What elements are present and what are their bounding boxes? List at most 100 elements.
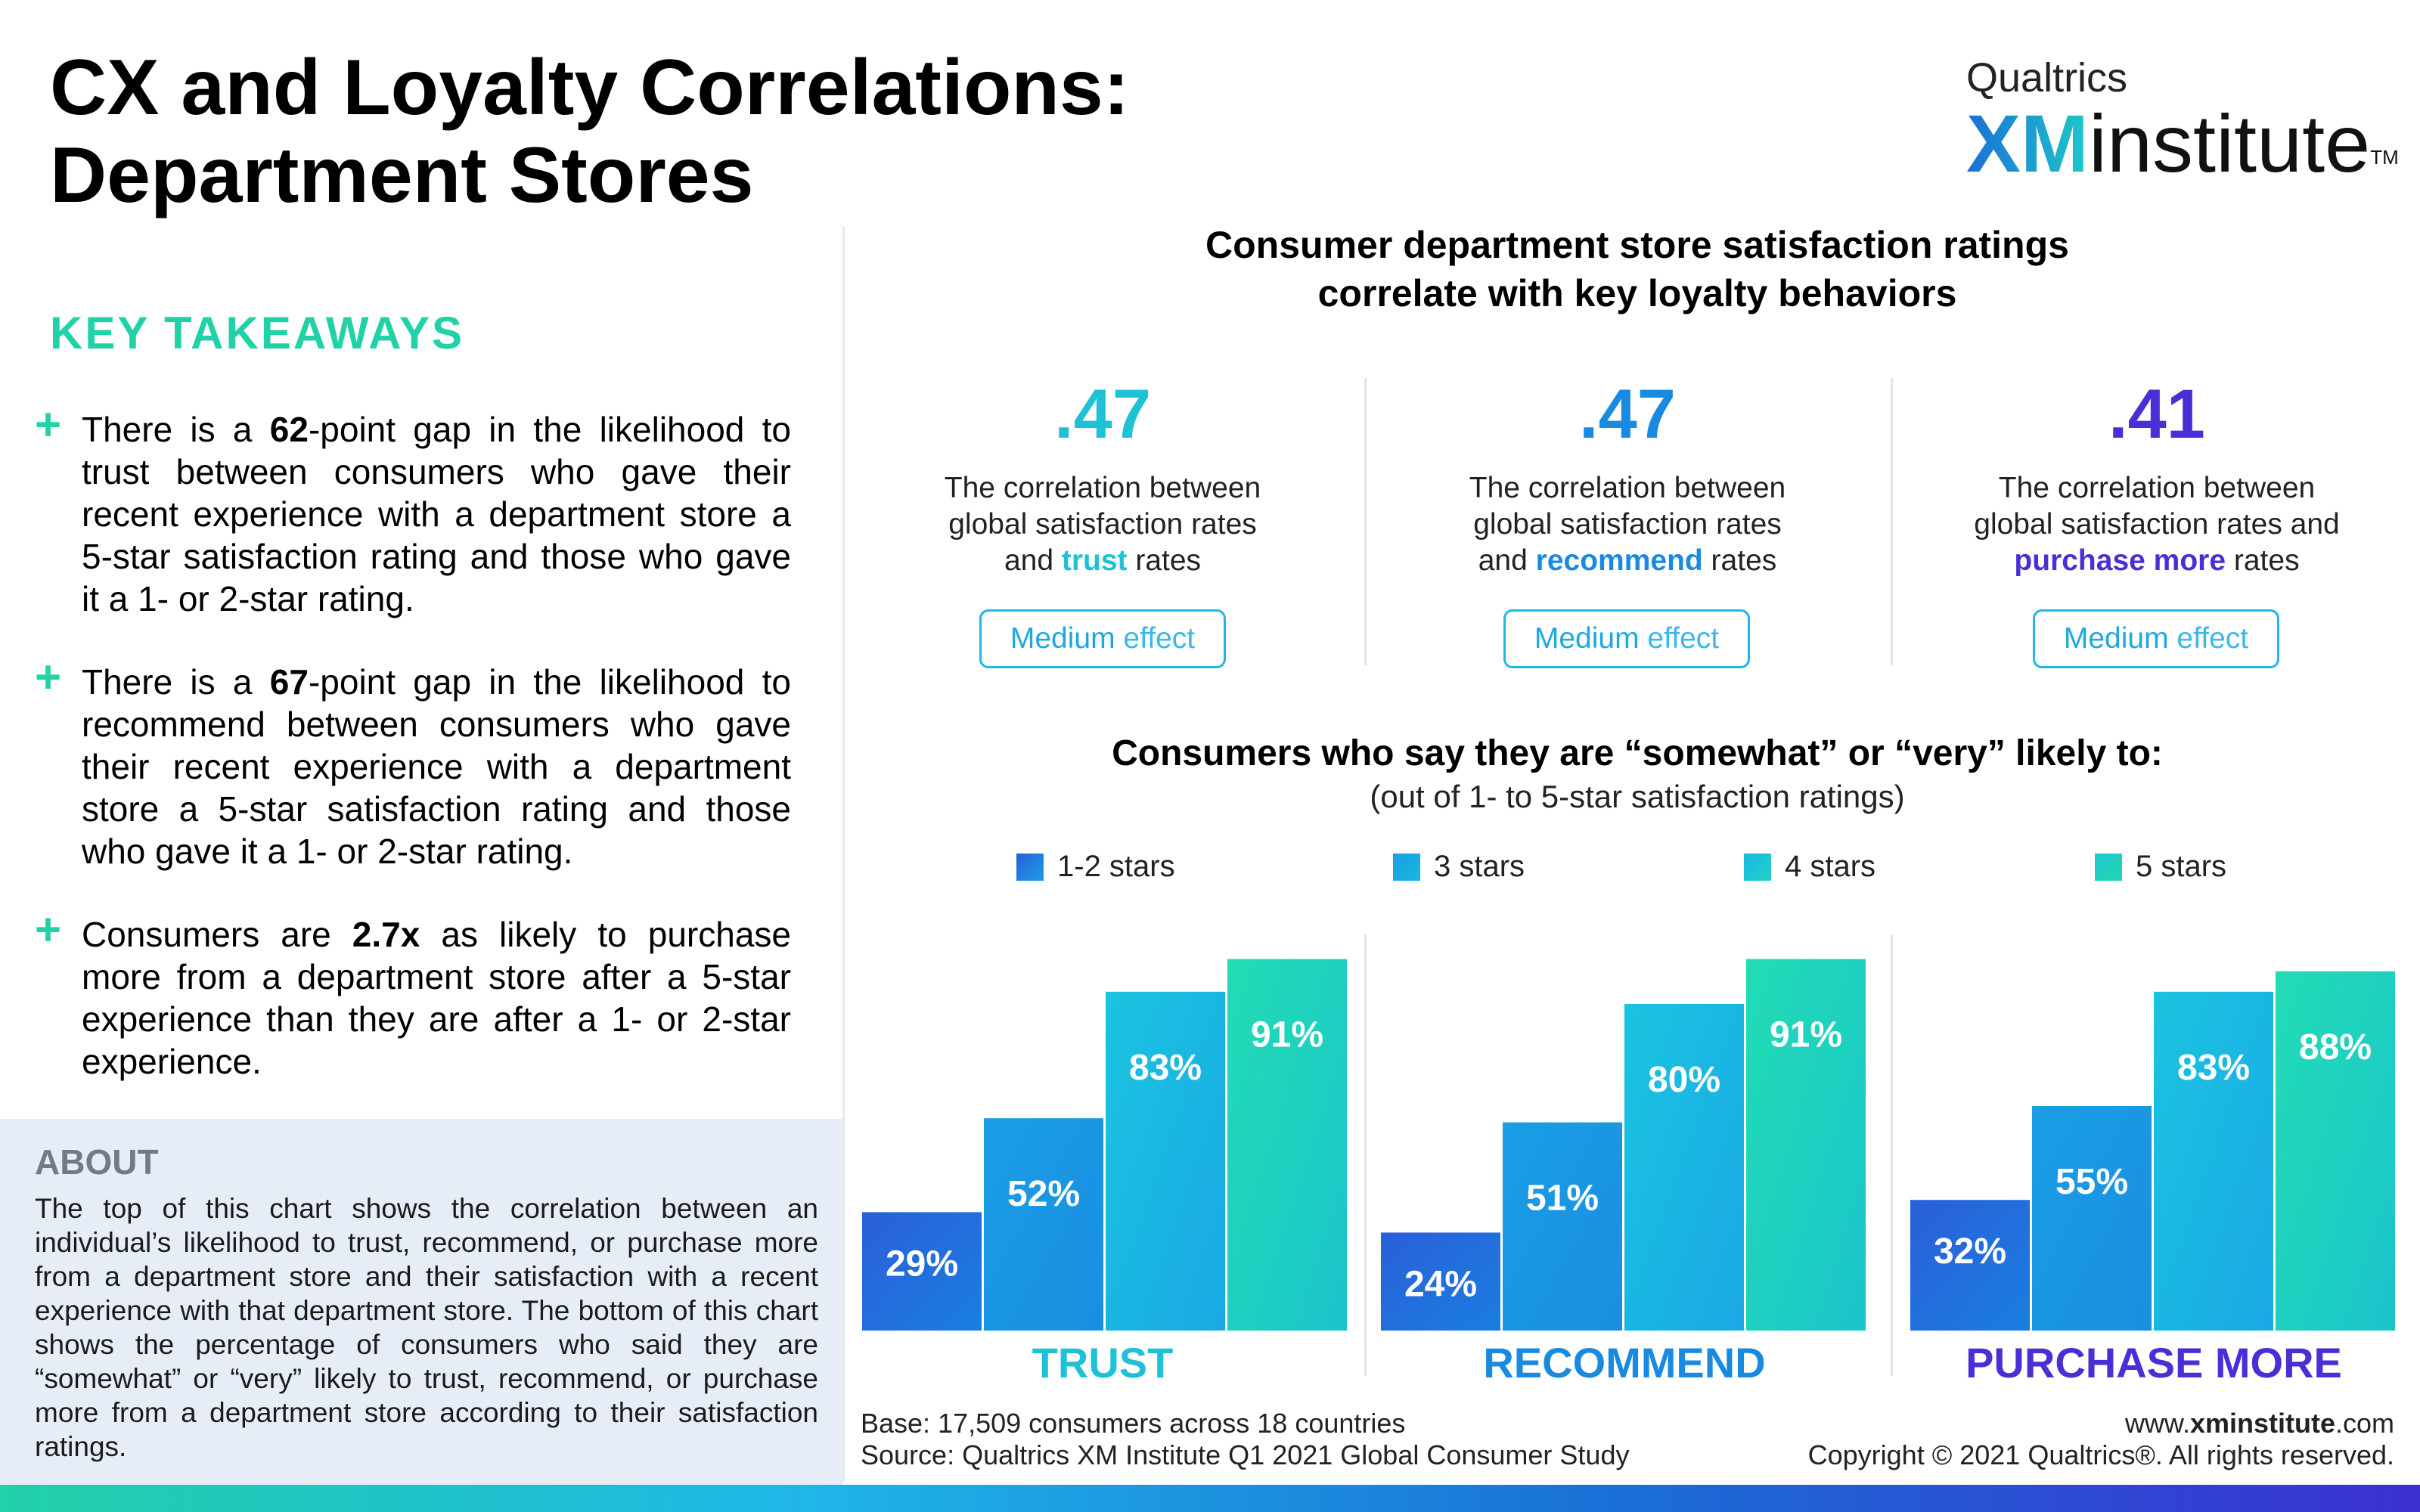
takeaway-text-pre: There is a — [82, 662, 270, 702]
takeaway-text: Consumers are 2.7x as likely to purchase… — [82, 913, 791, 1083]
desc-line: The correlation between — [944, 472, 1261, 504]
bottom-gradient-bar — [0, 1485, 2420, 1512]
effect-label-strong: Medium — [1534, 622, 1640, 655]
takeaway-text: There is a 67-point gap in the likelihoo… — [82, 661, 791, 872]
bar-value-label: 32% — [1934, 1232, 2006, 1272]
desc-post: rates — [1702, 544, 1777, 577]
legend-swatch — [1393, 854, 1420, 881]
takeaway-item: + There is a 62-point gap in the likelih… — [35, 402, 791, 620]
desc-keyword: recommend — [1535, 544, 1703, 577]
logo-qualtrics-text: Qualtrics — [1966, 55, 2128, 101]
footer-copyright: Copyright © 2021 Qualtrics®. All rights … — [1807, 1439, 2394, 1470]
page-title: CX and Loyalty Correlations: Department … — [50, 44, 1336, 219]
correlation-card-purchase-more: .41 The correlation between global satis… — [1922, 376, 2391, 579]
url-pre: www. — [2124, 1408, 2190, 1439]
takeaway-item: + Consumers are 2.7x as likely to purcha… — [35, 907, 791, 1083]
bars-section-title: Consumers who say they are “somewhat” or… — [1112, 733, 2163, 773]
desc-pre: and — [1004, 544, 1062, 577]
bar-recommend-series-3 — [1624, 1004, 1744, 1331]
takeaway-item: + There is a 67-point gap in the likelih… — [35, 655, 791, 872]
footer-source: Source: Qualtrics XM Institute Q1 2021 G… — [861, 1439, 1630, 1470]
desc-line: The correlation between — [1469, 472, 1786, 504]
correlation-card-recommend: .47 The correlation between global satis… — [1393, 376, 1862, 579]
bar-value-label: 24% — [1404, 1264, 1477, 1304]
bar-value-label: 91% — [1251, 1015, 1323, 1055]
correlation-description: The correlation between global satisfact… — [1393, 470, 1862, 579]
legend-label: 5 stars — [2136, 850, 2227, 883]
desc-line: purchase more rates — [1922, 543, 2391, 579]
url-post: .com — [2335, 1408, 2394, 1439]
legend-item-4-stars: 4 stars — [1744, 850, 1876, 884]
logo-tm: TM — [2370, 146, 2399, 169]
effect-label: effect — [2168, 622, 2249, 655]
correlation-title-line-2: correlate with key loyalty behaviors — [1317, 272, 1957, 314]
effect-badge: Medium effect — [2033, 609, 2279, 668]
legend-label: 4 stars — [1785, 850, 1876, 883]
legend-swatch — [2095, 854, 2122, 881]
category-label-trust: TRUST — [1032, 1339, 1174, 1387]
takeaway-highlight: 67 — [269, 662, 309, 702]
desc-pre: and — [1478, 544, 1536, 577]
plus-icon: + — [35, 904, 62, 955]
effect-label-strong: Medium — [2063, 622, 2169, 655]
correlation-value: .47 — [1579, 376, 1676, 453]
desc-line: global satisfaction rates and — [1974, 508, 2340, 541]
logo-xm-text: XM — [1966, 98, 2089, 189]
effect-badge: Medium effect — [979, 609, 1226, 668]
correlation-title-line-1: Consumer department store satisfaction r… — [1205, 224, 2069, 266]
correlation-value: .41 — [2108, 376, 2205, 453]
desc-line: global satisfaction rates — [948, 508, 1257, 541]
bar-purchase-more-series-3 — [2154, 991, 2273, 1331]
legend-swatch — [1016, 854, 1044, 881]
takeaway-text-post: -point gap in the likelihood to trust be… — [82, 410, 792, 618]
correlation-description: The correlation between global satisfact… — [1922, 470, 2391, 579]
takeaway-text: There is a 62-point gap in the likelihoo… — [82, 408, 791, 620]
desc-line: The correlation between — [1998, 472, 2316, 504]
correlation-value: .47 — [1054, 376, 1151, 453]
bar-value-label: 91% — [1770, 1015, 1842, 1055]
about-panel — [0, 1119, 842, 1485]
chart-column-divider — [1364, 934, 1367, 1376]
logo-institute-text: institute — [2089, 98, 2371, 189]
category-label-purchase-more: PURCHASE MORE — [1965, 1339, 2342, 1387]
bar-value-label: 83% — [2177, 1048, 2250, 1088]
column-divider — [1364, 378, 1367, 665]
bar-trust-series-4 — [1227, 959, 1347, 1331]
legend-label: 1-2 stars — [1057, 850, 1175, 883]
takeaway-highlight: 62 — [269, 410, 309, 449]
category-label-recommend: RECOMMEND — [1483, 1339, 1766, 1387]
bar-recommend-series-2 — [1503, 1122, 1622, 1331]
correlation-section-title: Consumer department store satisfaction r… — [855, 221, 2420, 318]
effect-label-strong: Medium — [1010, 622, 1115, 655]
bar-trust-series-3 — [1106, 991, 1225, 1331]
legend-item-5-stars: 5 stars — [2095, 850, 2226, 884]
desc-line: global satisfaction rates — [1473, 508, 1782, 541]
desc-line: and trust rates — [868, 543, 1337, 579]
desc-line: and recommend rates — [1393, 543, 1862, 579]
bar-purchase-more-series-1 — [1910, 1200, 2030, 1331]
bar-purchase-more-series-2 — [2032, 1106, 2152, 1331]
takeaway-text-pre: There is a — [82, 410, 270, 449]
bar-value-label: 51% — [1526, 1179, 1599, 1219]
column-divider — [1891, 378, 1893, 665]
bar-recommend-series-1 — [1381, 1232, 1500, 1331]
bar-value-label: 88% — [2299, 1027, 2372, 1067]
bar-purchase-more-series-4 — [2276, 971, 2395, 1331]
plus-icon: + — [35, 399, 62, 450]
bar-value-label: 29% — [886, 1244, 958, 1284]
effect-badge: Medium effect — [1503, 609, 1750, 668]
about-text: The top of this chart shows the correlat… — [35, 1193, 818, 1462]
desc-keyword: trust — [1061, 544, 1128, 577]
footer-url[interactable]: www.xminstitute.com — [2125, 1408, 2394, 1439]
desc-post: rates — [1127, 544, 1202, 577]
about-heading: ABOUT — [35, 1142, 159, 1182]
chart-column-divider — [1891, 934, 1893, 1376]
url-bold: xminstitute — [2189, 1408, 2335, 1439]
section-divider — [842, 227, 845, 1482]
bar-value-label: 55% — [2055, 1162, 2128, 1202]
effect-label: effect — [1115, 622, 1196, 655]
bar-value-label: 52% — [1007, 1174, 1080, 1214]
plus-icon: + — [35, 652, 62, 702]
takeaway-text-pre: Consumers are — [82, 915, 352, 954]
title-line-1: CX and Loyalty Correlations: — [50, 44, 1130, 132]
